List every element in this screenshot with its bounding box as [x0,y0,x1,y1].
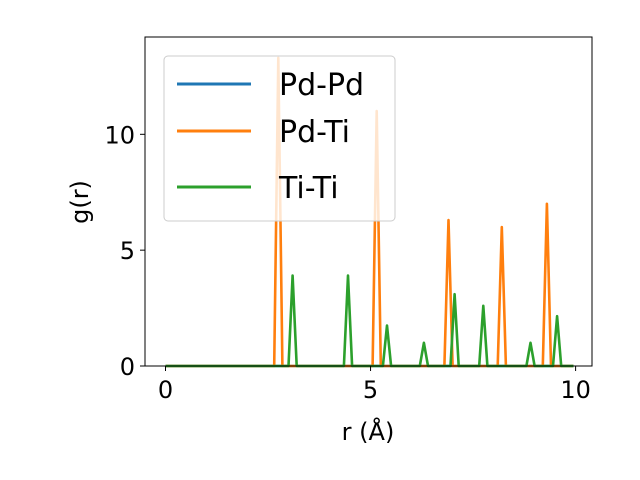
x-tick-label: 10 [560,376,591,404]
y-axis-label: g(r) [66,180,94,224]
legend-label-ti-ti: Ti-Ti [278,171,339,206]
y-tick-label: 10 [104,121,135,149]
legend-label-pd-pd: Pd-Pd [279,68,364,103]
x-tick-label: 0 [158,376,173,404]
y-tick-label: 5 [120,237,135,265]
y-axis: 0 5 10 [104,121,145,381]
series-line-pd-ti [165,56,574,368]
legend: Pd-Pd Pd-Ti Ti-Ti [163,55,396,222]
x-tick-label: 5 [363,376,378,404]
y-tick-label: 0 [120,353,135,381]
legend-label-pd-ti: Pd-Ti [279,115,350,150]
legend-box [163,55,396,222]
plot-frame [144,36,593,367]
x-axis-label: r (Å) [342,417,395,446]
x-axis: 0 5 10 [158,366,591,404]
